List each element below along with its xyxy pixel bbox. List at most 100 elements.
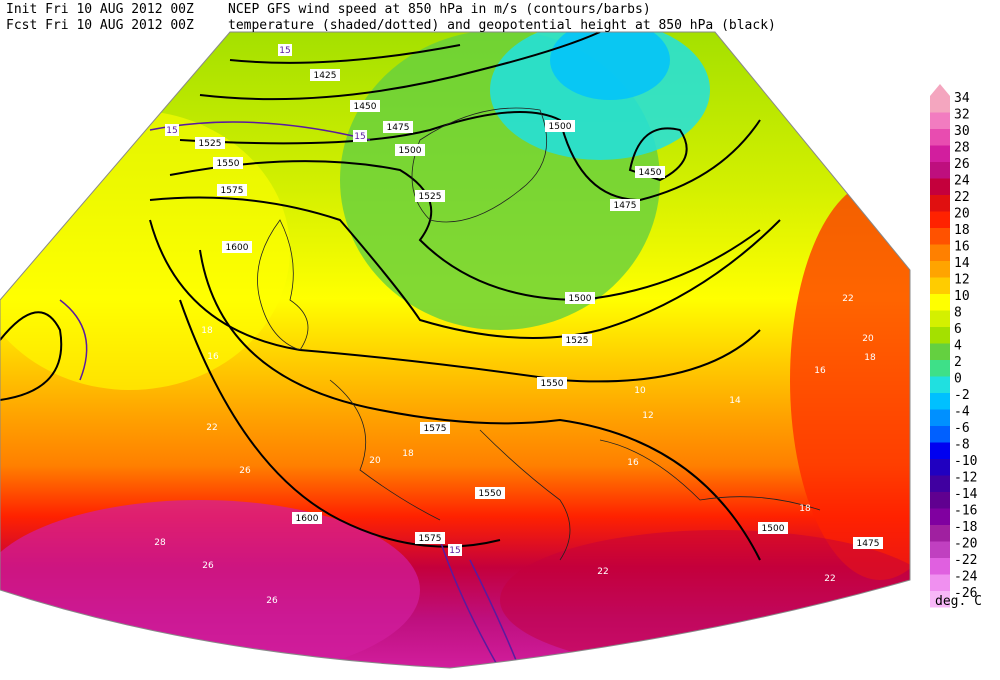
height-label: 1600: [226, 243, 249, 253]
height-label: 1450: [639, 168, 662, 178]
temperature-label: 18: [799, 504, 811, 514]
temperature-label: 22: [206, 423, 217, 433]
height-label: 1475: [857, 539, 880, 549]
temperature-label: 28: [154, 538, 166, 548]
colorbar-label: -6: [954, 421, 970, 436]
colorbar-swatch: [930, 442, 950, 459]
height-label: 1525: [199, 139, 222, 149]
temperature-label: 18: [201, 326, 213, 336]
colorbar-label: 0: [954, 372, 962, 387]
colorbar-swatch: [930, 492, 950, 509]
height-label-box: [222, 241, 252, 253]
height-label: 1500: [762, 524, 785, 534]
height-label: 1575: [424, 424, 447, 434]
colorbar-label: 4: [954, 339, 962, 354]
map-title: NCEP GFS wind speed at 850 hPa in m/s (c…: [228, 2, 651, 17]
colorbar-label: -22: [954, 553, 977, 568]
colorbar-swatch: [930, 376, 950, 393]
temperature-label: 26: [239, 466, 251, 476]
temperature-label: 18: [402, 449, 414, 459]
colorbar-swatch: [930, 525, 950, 542]
colorbar-label: 16: [954, 240, 970, 255]
height-label: 1550: [217, 159, 240, 169]
height-label-box: [292, 512, 322, 524]
temperature-label: 20: [862, 334, 874, 344]
colorbar-swatch: [930, 393, 950, 410]
forecast-time: Fcst Fri 10 AUG 2012 00Z: [6, 18, 194, 33]
colorbar-label: -20: [954, 537, 977, 552]
temperature-label: 14: [729, 396, 741, 406]
colorbar-swatch: [930, 508, 950, 525]
height-label-box: [415, 190, 445, 202]
temperature-label: 26: [266, 596, 278, 606]
colorbar-label: -8: [954, 438, 970, 453]
colorbar: 3432302826242220181614121086420-2-4-6-8-…: [930, 91, 978, 608]
temperature-label: 22: [824, 574, 835, 584]
wind-label-box: [165, 124, 179, 136]
wind-label: 15: [166, 126, 177, 136]
colorbar-label: -18: [954, 520, 977, 535]
colorbar-swatch: [930, 591, 950, 608]
height-label-box: [475, 487, 505, 499]
height-label: 1500: [399, 146, 422, 156]
height-label: 1500: [549, 122, 572, 132]
map-border: [0, 31, 911, 669]
height-label-box: [195, 137, 225, 149]
temperature-label: 16: [814, 366, 826, 376]
height-label: 1475: [614, 201, 637, 211]
colorbar-swatch: [930, 112, 950, 129]
colorbar-swatch: [930, 277, 950, 294]
wind-label-box: [278, 44, 292, 56]
colorbar-swatch: [930, 178, 950, 195]
colorbar-swatch: [930, 459, 950, 476]
colorbar-swatch: [930, 574, 950, 591]
colorbar-swatch: [930, 409, 950, 426]
colorbar-label: 12: [954, 273, 970, 288]
height-label: 1575: [221, 186, 244, 196]
temperature-label: 22: [842, 294, 853, 304]
height-label-box: [758, 522, 788, 534]
colorbar-label: 10: [954, 289, 970, 304]
colorbar-label: -2: [954, 388, 970, 403]
colorbar-swatch: [930, 228, 950, 245]
height-label: 1600: [296, 514, 319, 524]
temperature-label: 16: [627, 458, 639, 468]
temperature-label: 12: [642, 411, 653, 421]
colorbar-label: 18: [954, 223, 970, 238]
colorbar-swatch: [930, 475, 950, 492]
colorbar-label: -14: [954, 487, 978, 502]
height-label: 1425: [314, 71, 337, 81]
temperature-label: 10: [634, 386, 646, 396]
height-label-box: [635, 166, 665, 178]
colorbar-swatch: [930, 96, 950, 113]
height-label-box: [537, 377, 567, 389]
colorbar-label: 34: [954, 91, 970, 106]
colorbar-swatch: [930, 145, 950, 162]
colorbar-swatch: [930, 129, 950, 146]
temperature-label: 22: [597, 567, 608, 577]
height-label: 1525: [419, 192, 442, 202]
wind-label: 15: [279, 46, 290, 56]
colorbar-label: 22: [954, 190, 970, 205]
height-label-box: [383, 121, 413, 133]
init-time: Init Fri 10 AUG 2012 00Z: [6, 2, 194, 17]
colorbar-label: -26: [954, 586, 977, 601]
height-label: 1525: [566, 336, 589, 346]
wind-label: 15: [449, 546, 460, 556]
colorbar-label: -4: [954, 405, 970, 420]
colorbar-label: 26: [954, 157, 970, 172]
colorbar-label: -16: [954, 504, 977, 519]
colorbar-label: 2: [954, 355, 962, 370]
colorbar-label: -10: [954, 454, 977, 469]
colorbar-swatch: [930, 211, 950, 228]
colorbar-label: -24: [954, 570, 978, 585]
colorbar-label: 28: [954, 141, 970, 156]
wind-label-box: [353, 130, 367, 142]
height-label-box: [415, 532, 445, 544]
wind-label-box: [448, 544, 462, 556]
height-label-box: [213, 157, 243, 169]
colorbar-swatch: [930, 327, 950, 344]
height-label-box: [853, 537, 883, 549]
map-labels: 1425 1450 1475 1500 1525 1550 1575 1600 1525 1500…: [154, 44, 883, 606]
